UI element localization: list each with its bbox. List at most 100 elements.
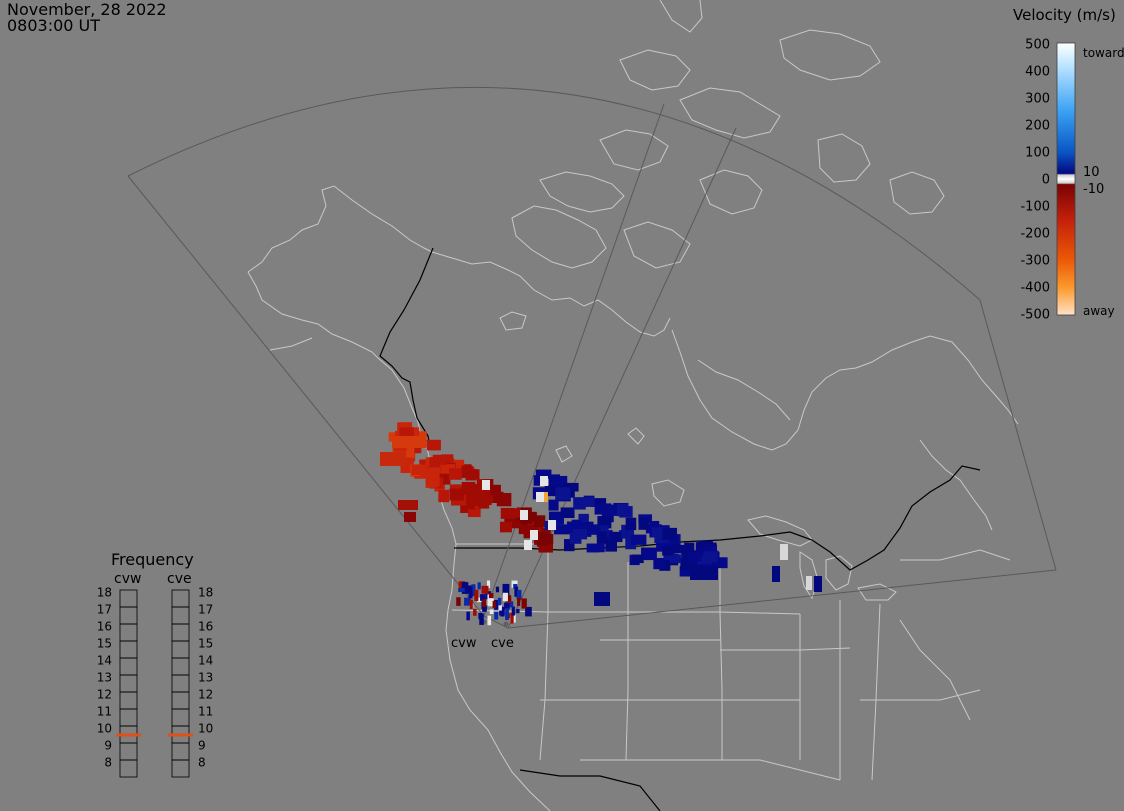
echo-cell [497,597,502,606]
frequency-level-label: 9 [104,739,112,753]
velocity-echoes [380,422,822,626]
frequency-level-label: 18 [97,586,112,600]
frequency-cell [119,623,138,642]
echo-cell [480,594,486,601]
frequency-cell [171,674,190,693]
echo-cell [482,480,490,490]
echo-cell [671,544,685,554]
echo-cell [606,504,620,516]
frequency-cell [171,657,190,676]
frequency-level-label: 15 [198,637,213,651]
cve-site-label: cve [491,636,514,651]
echo-cell [642,547,657,560]
echo-cell [520,510,528,520]
echo-cell [631,534,647,545]
echo-cell [594,503,607,515]
echo-cell [470,588,476,596]
frequency-level-label: 9 [198,739,206,753]
velocity-tick-label: -500 [1020,308,1050,323]
frequency-cell [171,623,190,642]
minus-threshold-label: -10 [1083,182,1104,197]
echo-cell [616,504,628,517]
echo-cell [530,530,538,540]
echo-cell [535,469,552,479]
echo-cell [711,557,728,569]
cvw-frequency-marker [116,733,141,737]
velocity-tick-label: 200 [1025,119,1050,134]
echo-cell [610,531,623,543]
velocity-tick-label: 300 [1025,92,1050,107]
velocity-tick-label: 400 [1025,65,1050,80]
echo-cell [487,594,494,607]
echo-cell [504,602,510,610]
echo-cell [499,521,512,533]
frequency-level-label: 17 [97,603,112,617]
frequency-level-label: 14 [97,654,112,668]
echo-cell [510,613,514,624]
echo-cell [432,454,447,465]
echo-cell [583,497,595,507]
echo-cell [499,606,505,616]
frequency-panel: Frequency cvw cve 1817161514131211109818… [97,550,213,778]
frequency-cell [119,640,138,659]
frequency-level-label: 12 [198,688,213,702]
echo-cell [511,606,515,616]
echo-cell [449,488,465,501]
frequency-level-label: 10 [198,722,213,736]
echo-cell [560,507,575,519]
echo-cell [464,597,470,606]
frequency-cell [119,589,138,608]
frequency-cell [171,708,190,727]
frequency-cell [119,691,138,710]
echo-cell [409,443,422,454]
echo-cell [502,592,508,602]
echo-cell [475,486,487,498]
frequency-cell [171,606,190,625]
frequency-cell [119,674,138,693]
frequency-level-label: 17 [198,603,213,617]
frequency-cell [171,691,190,710]
echo-cell [477,582,481,590]
echo-cell [486,580,491,588]
echo-cell [625,517,637,531]
frequency-level-label: 14 [198,654,213,668]
velocity-tick-label: -300 [1020,254,1050,269]
echo-cell [533,475,546,486]
echo-cell [482,599,487,607]
velocity-tick-label: 100 [1025,146,1050,161]
echo-cell [514,586,519,597]
political-borders [379,247,981,811]
echo-cell [468,586,473,599]
echo-cell [458,588,465,593]
echo-cell [573,528,588,540]
echo-cell [594,592,610,606]
echo-cell [548,474,560,487]
echo-cell [525,606,532,617]
echo-cell [780,544,788,560]
echo-cell [404,512,416,522]
echo-cell [772,566,780,582]
coastlines [247,0,1019,811]
echo-cell [461,498,475,510]
echo-cell [398,500,418,510]
frequency-level-label: 8 [198,756,206,770]
echo-cell [690,566,718,580]
echo-cell [490,484,501,496]
frequency-cell [171,640,190,659]
echo-cell [688,552,702,562]
velocity-tick-labels: 500 400 300 200 100 0 -100 -200 -300 -400 -500 [1020,38,1050,323]
echo-cell [502,583,510,595]
frequency-level-label: 11 [198,705,213,719]
frequency-level-label: 10 [97,722,112,736]
frequency-level-label: 13 [198,671,213,685]
echo-cell [516,589,522,599]
echo-cell [526,511,537,522]
toward-label: toward [1083,46,1124,60]
frequency-cell [171,759,190,778]
cve-frequency-marker [168,733,193,737]
echo-cell [436,473,451,485]
frequency-scales: 18 17 16 15 14 13 12 11 10 9 8 18 17 16 15 14 13 12 11 10 9 8 [97,586,213,778]
echo-cell [596,531,607,544]
echo-cell [516,609,520,614]
velocity-color-bar [1056,42,1076,316]
